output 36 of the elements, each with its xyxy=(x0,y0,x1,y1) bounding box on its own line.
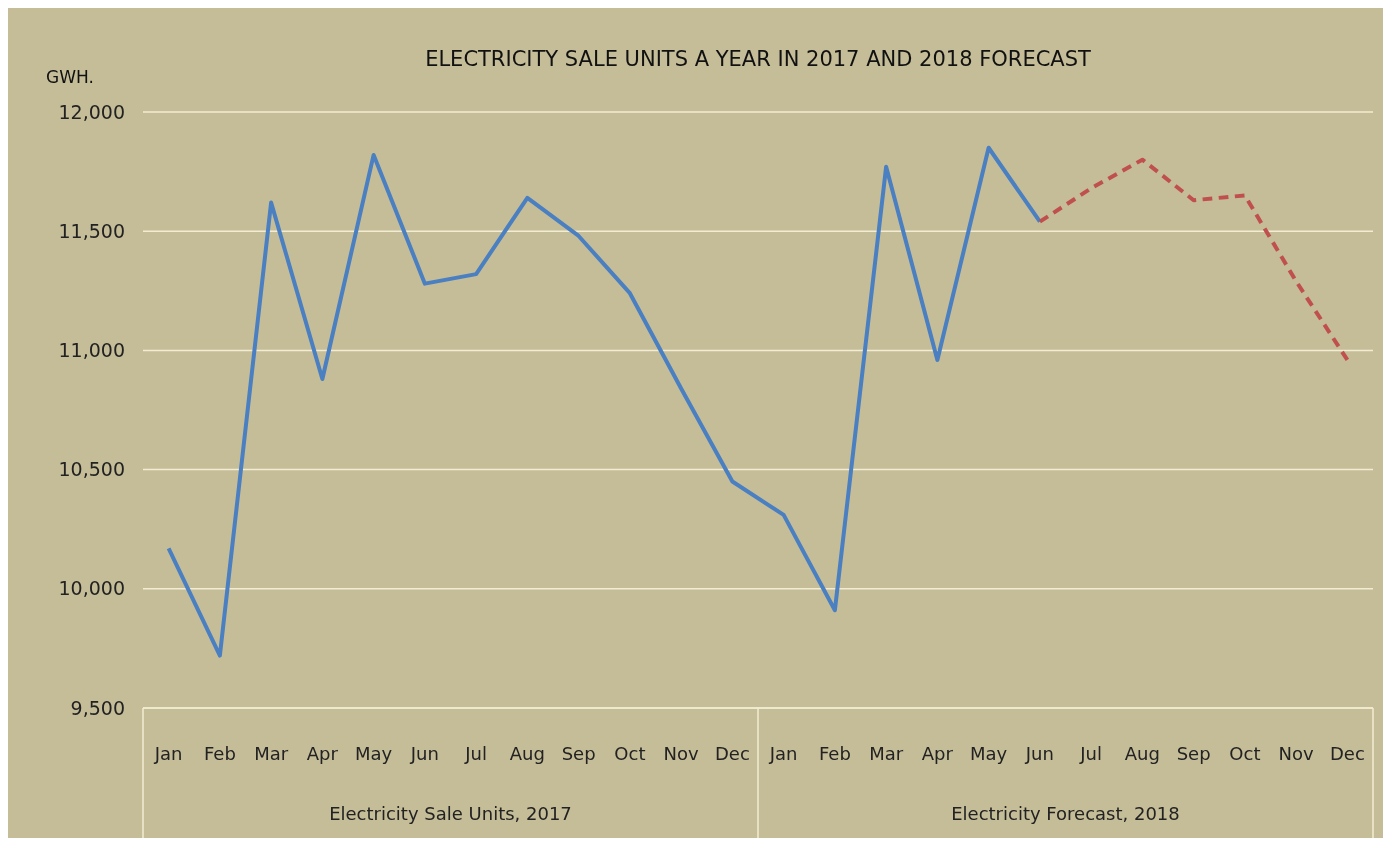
text: Electricity Forecast, 2018 xyxy=(951,803,1180,824)
y-tick-label: 11,500 xyxy=(58,219,125,242)
x-tick-label: Aug xyxy=(509,743,545,764)
line-series xyxy=(1037,157,1350,362)
x-tick-label: Sep xyxy=(561,743,596,764)
x-tick-label: Jul xyxy=(1079,743,1102,764)
y-tick-label: 9,500 xyxy=(70,696,125,719)
x-tick-label: Nov xyxy=(1278,743,1315,764)
x-tick-label: Mar xyxy=(254,743,289,764)
x-tick-label: May xyxy=(355,743,393,764)
x-tick-label: Mar xyxy=(869,743,904,764)
x-tick-label: Jan xyxy=(153,743,183,764)
x-tick-label: Oct xyxy=(614,743,646,764)
x-tick-label: Apr xyxy=(921,743,954,764)
chart-title: ELECTRICITY SALE UNITS A YEAR IN 2017 AND 2018 FORECAST xyxy=(425,47,1092,71)
y-tick-label: 12,000 xyxy=(58,100,125,123)
y-tick-label: 10,500 xyxy=(58,458,125,481)
x-tick-label: Feb xyxy=(203,743,236,764)
x-tick-label: Sep xyxy=(1176,743,1211,764)
x-tick-label: Apr xyxy=(306,743,339,764)
x-tick-label: Nov xyxy=(663,743,700,764)
y-axis-title: GWH. xyxy=(46,67,94,87)
x-tick-label: Dec xyxy=(714,743,750,764)
x-tick-label: Dec xyxy=(1329,743,1365,764)
x-tick-label: Jan xyxy=(768,743,798,764)
y-tick-label: 10,000 xyxy=(58,577,125,600)
x-tick-label: Aug xyxy=(1124,743,1160,764)
x-tick-label: Jul xyxy=(464,743,487,764)
x-tick-label: May xyxy=(970,743,1008,764)
x-tick-label: Feb xyxy=(818,743,851,764)
x-tick-label: Oct xyxy=(1229,743,1261,764)
x-tick-label: Jun xyxy=(1024,743,1054,764)
line-series xyxy=(166,145,1042,658)
text: Electricity Sale Units, 2017 xyxy=(329,803,572,824)
x-tick-label: Jun xyxy=(409,743,439,764)
y-tick-label: 11,000 xyxy=(58,339,125,362)
